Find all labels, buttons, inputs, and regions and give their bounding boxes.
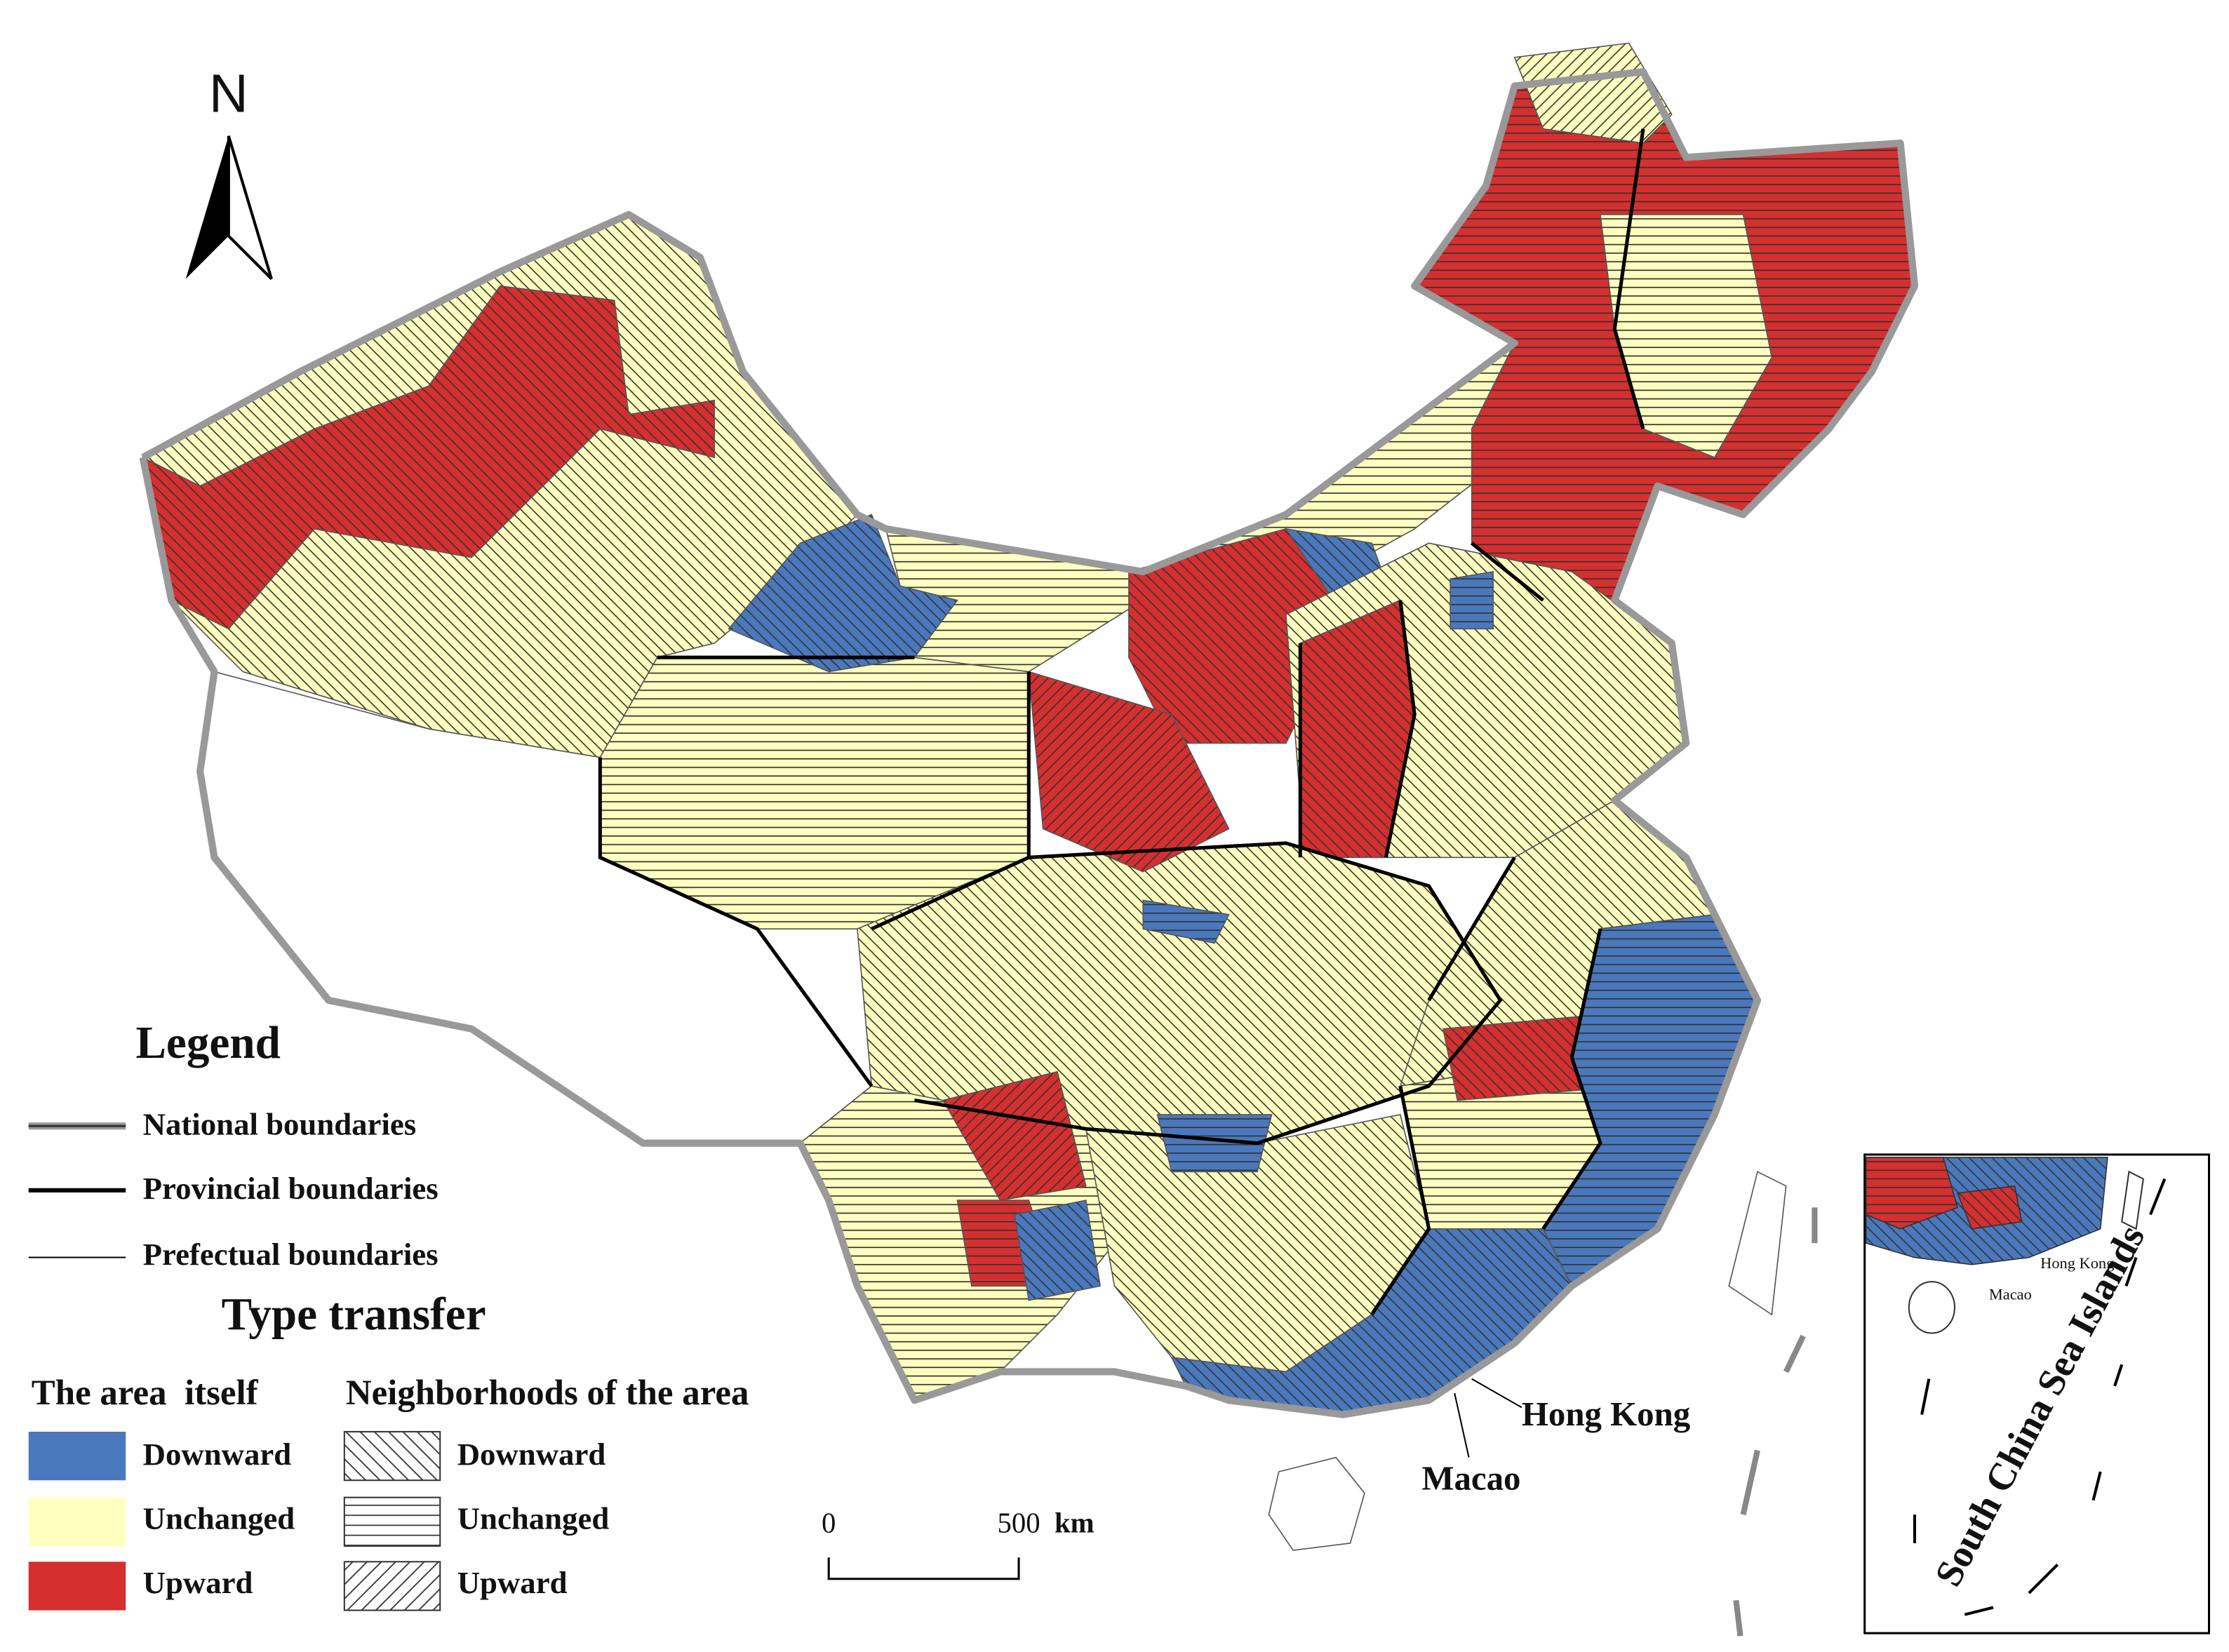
scale-unit: km bbox=[1055, 1507, 1095, 1539]
swatch bbox=[28, 1431, 126, 1481]
arrow-right bbox=[227, 135, 273, 280]
region bbox=[1513, 42, 1673, 144]
legend-item: Downward bbox=[143, 1437, 292, 1472]
legend-item: Upward bbox=[143, 1565, 253, 1600]
inset-hong-kong: Hong Kong bbox=[2040, 1254, 2114, 1272]
place-labels: Hong Kong Macao bbox=[1421, 1378, 1690, 1497]
provincial-boundary bbox=[598, 128, 1645, 1316]
hong-kong-label: Hong Kong bbox=[1522, 1395, 1690, 1433]
legend-item: Unchanged bbox=[457, 1501, 610, 1536]
national-boundary bbox=[139, 68, 1919, 1418]
legend-item: Provincial boundaries bbox=[143, 1171, 439, 1206]
inset-macao: Macao bbox=[1989, 1286, 2032, 1303]
region bbox=[1142, 899, 1230, 944]
inset-region bbox=[1956, 1185, 2023, 1230]
leader-line bbox=[1454, 1392, 1470, 1458]
north-arrow: N bbox=[185, 63, 273, 280]
region bbox=[1014, 1200, 1102, 1301]
swatch bbox=[28, 1562, 126, 1611]
region bbox=[1450, 571, 1494, 630]
inset-map: Hong Kong Macao South China Sea Islands bbox=[1863, 1153, 2211, 1634]
scale-bar: 0 500 km bbox=[822, 1507, 1095, 1580]
swatch bbox=[343, 1561, 441, 1611]
region bbox=[1156, 1114, 1273, 1173]
swatch bbox=[343, 1430, 441, 1482]
china-map bbox=[139, 42, 1919, 1551]
inset-region bbox=[1865, 1157, 1959, 1230]
legend-item: Downward bbox=[457, 1437, 606, 1472]
north-label: N bbox=[209, 63, 248, 123]
legend-header: The area itself bbox=[32, 1374, 259, 1413]
region bbox=[142, 285, 716, 630]
leader-line bbox=[1471, 1378, 1522, 1409]
arrow-left bbox=[185, 135, 229, 279]
inset-taiwan bbox=[2121, 1170, 2144, 1230]
scale-label: 0 bbox=[822, 1507, 836, 1539]
legend: Legend National boundaries Provincial bo… bbox=[28, 1018, 749, 1611]
inset-hainan bbox=[1908, 1281, 1956, 1334]
legend-subtitle: Type transfer bbox=[222, 1289, 486, 1340]
region bbox=[1268, 1456, 1365, 1551]
legend-item: Prefectual boundaries bbox=[143, 1237, 439, 1272]
swatch bbox=[28, 1497, 126, 1546]
legend-title: Legend bbox=[135, 1018, 280, 1068]
inset-boundary bbox=[1913, 1178, 2167, 1616]
region bbox=[1728, 1171, 1787, 1316]
macao-label: Macao bbox=[1421, 1458, 1520, 1497]
legend-item: Upward bbox=[457, 1565, 568, 1600]
sea-boundary bbox=[1733, 1207, 1818, 1637]
legend-item: National boundaries bbox=[143, 1106, 417, 1141]
legend-header: Neighborhoods of the area bbox=[346, 1374, 749, 1413]
scale-label: 500 bbox=[998, 1507, 1040, 1539]
region bbox=[942, 1070, 1087, 1201]
legend-item: Unchanged bbox=[143, 1501, 295, 1536]
swatch bbox=[343, 1496, 441, 1547]
scale-line bbox=[827, 1557, 1020, 1580]
